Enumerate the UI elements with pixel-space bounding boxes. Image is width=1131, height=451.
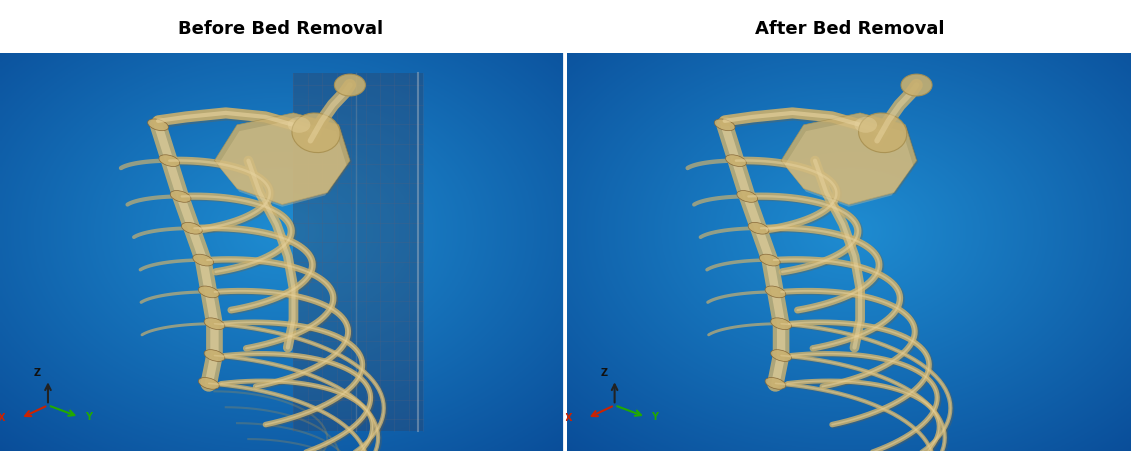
Polygon shape	[785, 120, 913, 207]
Ellipse shape	[726, 156, 746, 167]
Ellipse shape	[854, 118, 877, 133]
Ellipse shape	[170, 191, 191, 203]
Ellipse shape	[759, 255, 780, 267]
Ellipse shape	[292, 114, 340, 153]
Polygon shape	[215, 114, 349, 205]
Ellipse shape	[770, 318, 792, 330]
Polygon shape	[293, 74, 423, 431]
Text: Z: Z	[34, 367, 41, 377]
Ellipse shape	[287, 118, 310, 133]
Text: X: X	[564, 412, 572, 422]
Ellipse shape	[858, 114, 907, 153]
Polygon shape	[216, 115, 352, 206]
Ellipse shape	[770, 350, 792, 362]
Ellipse shape	[901, 75, 932, 97]
Polygon shape	[782, 114, 916, 205]
Text: After Bed Removal: After Bed Removal	[754, 20, 944, 38]
Ellipse shape	[335, 75, 365, 97]
Ellipse shape	[736, 191, 758, 203]
Ellipse shape	[159, 156, 180, 167]
Ellipse shape	[765, 377, 786, 389]
Text: Y: Y	[85, 411, 92, 421]
Ellipse shape	[192, 255, 214, 267]
Polygon shape	[218, 120, 346, 207]
Text: Before Bed Removal: Before Bed Removal	[178, 20, 383, 38]
Ellipse shape	[198, 377, 219, 389]
Ellipse shape	[148, 120, 169, 131]
Ellipse shape	[715, 120, 735, 131]
Ellipse shape	[748, 223, 769, 235]
Ellipse shape	[204, 350, 225, 362]
Text: Z: Z	[601, 367, 607, 377]
Ellipse shape	[765, 286, 786, 298]
Polygon shape	[783, 115, 918, 206]
Ellipse shape	[204, 318, 225, 330]
Text: X: X	[0, 412, 6, 422]
Ellipse shape	[181, 223, 202, 235]
Ellipse shape	[198, 286, 219, 298]
Text: Y: Y	[651, 411, 658, 421]
